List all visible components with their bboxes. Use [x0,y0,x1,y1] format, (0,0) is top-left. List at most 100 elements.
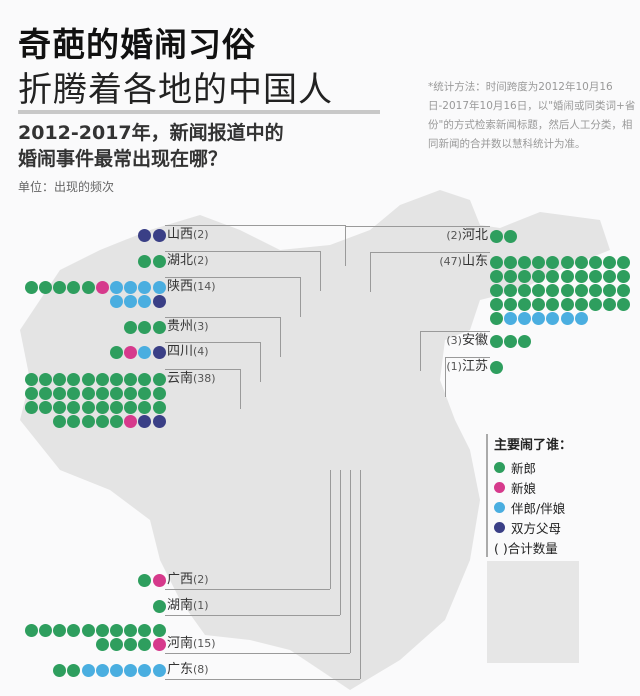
leader-line [165,653,350,655]
dot-新郎 [617,255,631,269]
dot-新郎 [138,637,152,651]
province-total: (3) [446,334,462,347]
dot-新郎 [109,415,123,429]
dot-新郎 [546,255,560,269]
dot-新郎 [560,283,574,297]
dot-新郎 [53,663,67,677]
dot-伴郎/伴娘 [138,663,152,677]
unit-label: 单位：出现的频次 [18,180,115,194]
leader-line [165,317,280,318]
province-total: (38) [193,372,216,385]
dot-双方父母 [138,415,152,429]
dot-新郎 [138,254,152,268]
leader-line [165,615,340,616]
dot-伴郎/伴娘 [517,312,531,326]
dot-新郎 [109,400,123,414]
dot-新郎 [138,320,152,334]
dot-伴郎/伴娘 [109,294,123,308]
province-name: 广东 [167,662,194,677]
dot-新郎 [109,372,123,386]
dot-伴郎/伴娘 [152,280,166,294]
province-name: 陕西 [167,279,194,294]
dot-新郎 [574,269,588,283]
dot-伴郎/伴娘 [138,280,152,294]
dot-新郎 [546,283,560,297]
dot-新郎 [617,269,631,283]
leader-line-vertical [445,357,446,397]
dot-新郎 [503,334,517,348]
dot-伴郎/伴娘 [109,663,123,677]
dot-新郎 [560,298,574,312]
province-label: 云南(38) [167,371,216,387]
dot-新郎 [81,372,95,386]
province-label: 湖南(1) [167,598,209,614]
dot-伴郎/伴娘 [152,663,166,677]
province-label: (2)河北 [446,228,488,244]
dot-新郎 [517,298,531,312]
dot-新郎 [603,283,617,297]
province-total: (14) [193,280,216,293]
dot-新郎 [109,637,123,651]
dot-新郎 [138,400,152,414]
dot-新郎 [138,386,152,400]
dot-新郎 [588,298,602,312]
dot-伴郎/伴娘 [109,280,123,294]
dot-新郎 [38,623,52,637]
dot-新郎 [53,280,67,294]
legend-swatch [494,501,505,513]
province-name: 湖北 [167,253,194,268]
dot-新郎 [95,372,109,386]
dot-伴郎/伴娘 [124,280,138,294]
dot-新郎 [95,400,109,414]
title-line2: 折腾着各地的中国人 [18,70,333,110]
dot-新郎 [53,386,67,400]
dot-新郎 [489,255,503,269]
dot-新娘 [124,415,138,429]
leader-line [165,251,320,252]
province-total: (4) [193,345,209,358]
dot-新娘 [152,573,166,587]
province-name: 山东 [461,254,488,269]
dot-新郎 [489,283,503,297]
dot-新郎 [138,573,152,587]
method-note: *统计方法：时间跨度为2012年10月16日-2017年10月16日，以"婚闹或… [428,81,636,150]
subtitle: 2012-2017年，新闻报道中的 婚闹事件最常出现在哪？ [18,120,284,172]
dot-新郎 [603,255,617,269]
province-label: 贵州(3) [167,319,209,335]
legend-item: 双方父母 [494,517,572,537]
dot-新郎 [124,386,138,400]
dot-新郎 [532,269,546,283]
dot-新郎 [489,360,503,374]
dot-伴郎/伴娘 [138,294,152,308]
dot-新娘 [152,637,166,651]
dot-新郎 [489,334,503,348]
dot-新郎 [574,298,588,312]
dot-双方父母 [152,415,166,429]
dot-新郎 [124,320,138,334]
province-total: (15) [193,637,216,651]
dot-新郎 [152,372,166,386]
legend-swatch [494,481,505,493]
dot-新郎 [109,386,123,400]
province-name: 四川 [167,344,194,359]
leader-line-vertical [350,470,351,654]
dot-新郎 [517,269,531,283]
leader-line-vertical [260,342,261,382]
legend-item: 新郎 [494,457,572,477]
leader-line [165,679,360,680]
dot-伴郎/伴娘 [574,312,588,326]
province-label: 山西(2) [167,227,209,243]
leader-line-vertical [320,251,321,291]
dot-新郎 [532,255,546,269]
dot-新郎 [81,623,95,637]
subtitle-line1: 2012-2017年，新闻报道中的 [18,122,284,144]
dot-新郎 [53,400,67,414]
dot-新郎 [489,298,503,312]
dot-新郎 [124,400,138,414]
dot-新郎 [152,254,166,268]
province-total: (2) [193,254,209,267]
province-label: (1)江苏 [446,359,488,375]
dot-新郎 [503,269,517,283]
dot-新郎 [532,298,546,312]
